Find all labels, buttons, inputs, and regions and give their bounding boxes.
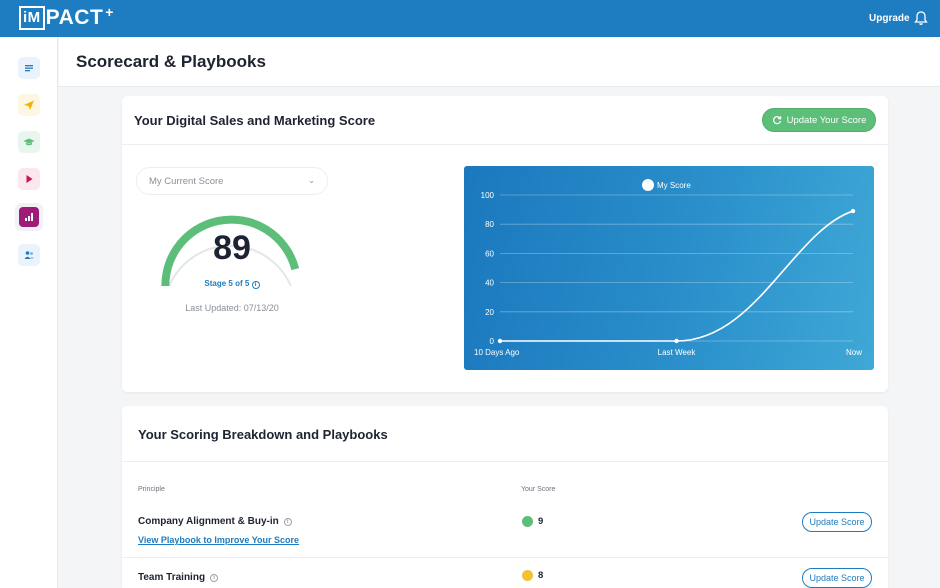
score-chart: 100 80 60 40 20 0 10 Days Ago Last Week Now My Sc… [464, 166, 874, 370]
update-score-button[interactable]: Update Score [802, 568, 872, 588]
y-tick-label: 40 [485, 279, 494, 288]
sidebar-item-team[interactable] [18, 244, 40, 266]
users-icon [24, 251, 34, 259]
paper-plane-icon [24, 100, 34, 110]
logo-plus: + [105, 4, 114, 20]
y-tick-label: 100 [481, 191, 495, 200]
impact-logo[interactable]: iM PACT + [19, 4, 114, 30]
score-card: Your Digital Sales and Marketing Score U… [122, 96, 888, 392]
update-score-label: Update Score [809, 573, 865, 583]
y-tick-label: 0 [490, 337, 495, 346]
table-row: Team Training i 8 Update Score [122, 558, 888, 588]
update-score-label: Update Score [809, 517, 865, 527]
breakdown-card-header: Your Scoring Breakdown and Playbooks [122, 406, 888, 462]
principle-label: Company Alignment & Buy-in [138, 516, 279, 527]
principle-name: Company Alignment & Buy-in i [138, 516, 292, 527]
data-point[interactable] [850, 208, 856, 214]
x-tick-label: 10 Days Ago [474, 348, 520, 357]
legend-marker[interactable] [642, 179, 654, 191]
score-gauge [161, 215, 300, 286]
top-bar: iM PACT + Upgrade [0, 0, 940, 37]
info-icon[interactable]: i [251, 281, 260, 289]
page-header: Scorecard & Playbooks [59, 37, 940, 87]
stage-label: Stage 5 of 5 [204, 279, 250, 288]
y-tick-label: 80 [485, 220, 494, 229]
view-playbook-link[interactable]: View Playbook to Improve Your Score [138, 535, 300, 545]
column-header-score: Your Score [521, 486, 556, 493]
score-select[interactable]: My Current Score ⌄ [136, 167, 328, 195]
sidebar-item-videos[interactable] [18, 168, 40, 190]
update-your-score-button[interactable]: Update Your Score [762, 108, 876, 132]
info-icon[interactable]: i [210, 573, 219, 582]
data-point[interactable] [674, 338, 679, 344]
graduation-cap-icon [23, 138, 35, 146]
page-title: Scorecard & Playbooks [76, 52, 266, 71]
principle-score: 9 [538, 516, 544, 527]
chevron-down-icon: ⌄ [308, 176, 315, 185]
score-status-dot [522, 516, 533, 527]
logo-text: PACT [45, 6, 104, 29]
breakdown-card-title: Your Scoring Breakdown and Playbooks [138, 427, 388, 442]
refresh-icon [772, 116, 782, 125]
score-value: 89 [213, 229, 251, 267]
play-icon [26, 175, 33, 183]
principle-label: Team Training [138, 572, 206, 583]
sidebar-item-training[interactable] [18, 131, 40, 153]
last-updated: Last Updated: 07/13/20 [185, 303, 279, 313]
stage-indicator: Stage 5 of 5 i [172, 279, 292, 289]
sidebar-item-scorecard[interactable] [15, 203, 43, 231]
gauge-track [168, 244, 292, 286]
principle-score: 8 [538, 570, 544, 581]
breakdown-card: Your Scoring Breakdown and Playbooks Pri… [122, 406, 888, 588]
sidebar-item-campaigns[interactable] [18, 94, 40, 116]
legend-label: My Score [657, 181, 691, 190]
data-point[interactable] [497, 338, 503, 344]
score-select-value: My Current Score [149, 175, 224, 187]
y-tick-label: 60 [485, 249, 494, 258]
bar-chart-icon [25, 213, 33, 221]
bell-icon[interactable] [913, 10, 929, 26]
sidebar-item-documents[interactable] [18, 57, 40, 79]
score-card-header: Your Digital Sales and Marketing Score U… [122, 96, 888, 145]
series-line-my-score [500, 210, 854, 342]
x-tick-label: Last Week [658, 348, 697, 357]
update-score-button[interactable]: Update Score [802, 512, 872, 532]
gauge-fill [161, 215, 300, 286]
update-your-score-label: Update Your Score [786, 114, 867, 126]
document-icon [25, 65, 33, 72]
sidebar [0, 37, 58, 588]
principle-name: Team Training i [138, 572, 219, 583]
score-card-title: Your Digital Sales and Marketing Score [134, 113, 376, 128]
score-status-dot [522, 570, 533, 581]
table-row: Company Alignment & Buy-in i View Playbo… [122, 502, 888, 558]
column-header-principle: Principle [138, 486, 165, 493]
x-tick-label: Now [846, 348, 862, 357]
y-tick-label: 20 [485, 308, 494, 317]
score-chart-plot: 100 80 60 40 20 0 10 Days Ago Last Week Now My Sc… [474, 179, 862, 357]
logo-box: iM [19, 6, 45, 30]
info-icon[interactable]: i [283, 517, 292, 526]
upgrade-link[interactable]: Upgrade [869, 13, 910, 24]
